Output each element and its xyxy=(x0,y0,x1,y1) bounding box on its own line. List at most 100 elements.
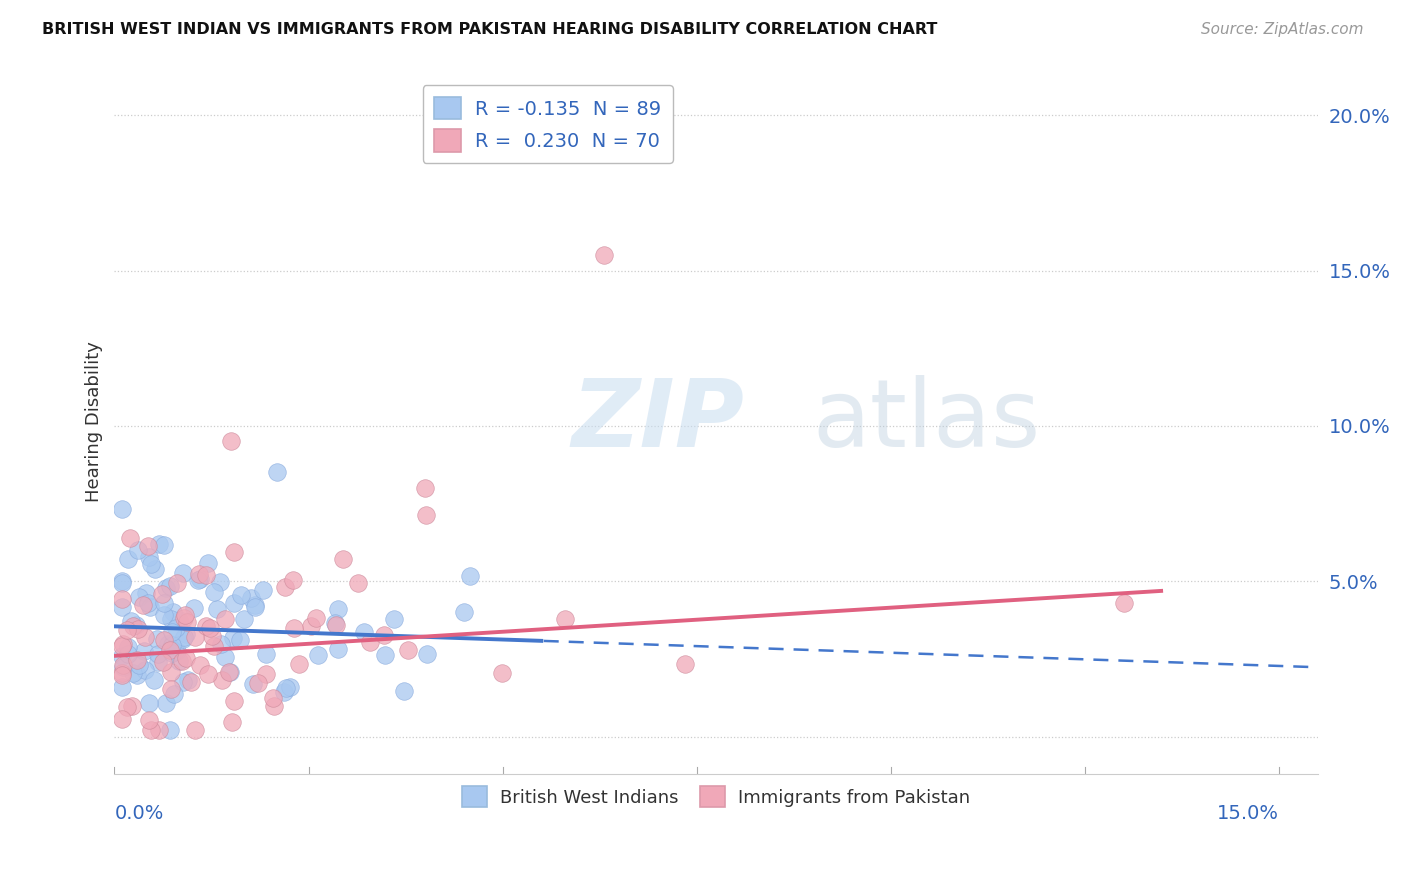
Point xyxy=(128,658,150,673)
Point xyxy=(146,655,169,669)
Point xyxy=(188,572,211,586)
Point xyxy=(163,644,186,658)
Point xyxy=(211,673,233,687)
Text: ZIP: ZIP xyxy=(572,376,745,467)
Point xyxy=(112,637,135,651)
Point xyxy=(167,654,190,668)
Point xyxy=(111,665,134,680)
Point xyxy=(125,653,148,667)
Point xyxy=(218,665,240,679)
Point xyxy=(159,579,181,593)
Point xyxy=(160,625,183,640)
Point xyxy=(262,690,284,705)
Point xyxy=(155,696,177,710)
Point xyxy=(254,667,277,681)
Point xyxy=(153,608,176,623)
Point xyxy=(152,655,174,669)
Point xyxy=(172,566,194,580)
Point xyxy=(134,630,156,644)
Point xyxy=(198,621,221,635)
Point xyxy=(347,576,370,591)
Text: 15.0%: 15.0% xyxy=(1218,805,1279,823)
Point xyxy=(326,642,349,657)
Point xyxy=(111,501,134,516)
Point xyxy=(160,646,183,660)
Point xyxy=(139,557,162,571)
Point xyxy=(273,684,295,698)
Point xyxy=(328,602,350,616)
Point xyxy=(263,699,285,714)
Point xyxy=(245,598,267,612)
Point xyxy=(120,531,142,545)
Y-axis label: Hearing Disability: Hearing Disability xyxy=(86,341,103,501)
Point xyxy=(382,612,405,626)
Point xyxy=(224,694,246,708)
Point xyxy=(283,573,305,587)
Point xyxy=(166,644,188,658)
Point xyxy=(202,585,225,599)
Point xyxy=(153,596,176,610)
Point xyxy=(299,619,322,633)
Point xyxy=(415,647,437,661)
Point xyxy=(148,723,170,738)
Point xyxy=(132,644,155,658)
Point xyxy=(396,643,419,657)
Point xyxy=(136,596,159,610)
Point xyxy=(207,602,229,616)
Point xyxy=(117,647,139,661)
Point xyxy=(112,660,135,674)
Point xyxy=(172,674,194,689)
Point xyxy=(146,648,169,662)
Point xyxy=(139,723,162,738)
Point xyxy=(172,632,194,646)
Point xyxy=(274,681,297,696)
Point xyxy=(142,673,165,688)
Text: BRITISH WEST INDIAN VS IMMIGRANTS FROM PAKISTAN HEARING DISABILITY CORRELATION C: BRITISH WEST INDIAN VS IMMIGRANTS FROM P… xyxy=(42,22,938,37)
Point xyxy=(159,681,181,696)
Point xyxy=(121,618,143,632)
Point xyxy=(146,632,169,647)
Point xyxy=(159,723,181,738)
Point xyxy=(111,576,134,591)
Point xyxy=(1112,596,1135,610)
Text: atlas: atlas xyxy=(813,376,1040,467)
Point xyxy=(153,633,176,648)
Point xyxy=(224,545,246,559)
Point xyxy=(143,562,166,576)
Point xyxy=(242,676,264,690)
Point xyxy=(374,648,396,662)
Point xyxy=(278,680,301,694)
Point xyxy=(222,631,245,645)
Point xyxy=(187,573,209,587)
Point xyxy=(111,712,134,726)
Point xyxy=(136,539,159,553)
Point xyxy=(183,600,205,615)
Point xyxy=(180,675,202,690)
Point xyxy=(413,481,436,495)
Point xyxy=(157,637,180,651)
Point xyxy=(138,713,160,727)
Point xyxy=(135,586,157,600)
Point xyxy=(134,663,156,677)
Point xyxy=(197,666,219,681)
Point xyxy=(138,599,160,614)
Point xyxy=(190,657,212,672)
Point xyxy=(138,549,160,564)
Legend: British West Indians, Immigrants from Pakistan: British West Indians, Immigrants from Pa… xyxy=(456,779,977,814)
Point xyxy=(239,591,262,605)
Text: 0.0%: 0.0% xyxy=(114,805,163,823)
Point xyxy=(162,605,184,619)
Point xyxy=(283,621,305,635)
Point xyxy=(214,649,236,664)
Point xyxy=(138,696,160,710)
Point xyxy=(121,699,143,714)
Point xyxy=(125,668,148,682)
Point xyxy=(111,648,134,663)
Point xyxy=(224,596,246,610)
Point xyxy=(173,607,195,622)
Point xyxy=(165,621,187,635)
Text: Source: ZipAtlas.com: Source: ZipAtlas.com xyxy=(1201,22,1364,37)
Point xyxy=(111,599,134,614)
Point xyxy=(229,588,252,602)
Point xyxy=(111,639,134,653)
